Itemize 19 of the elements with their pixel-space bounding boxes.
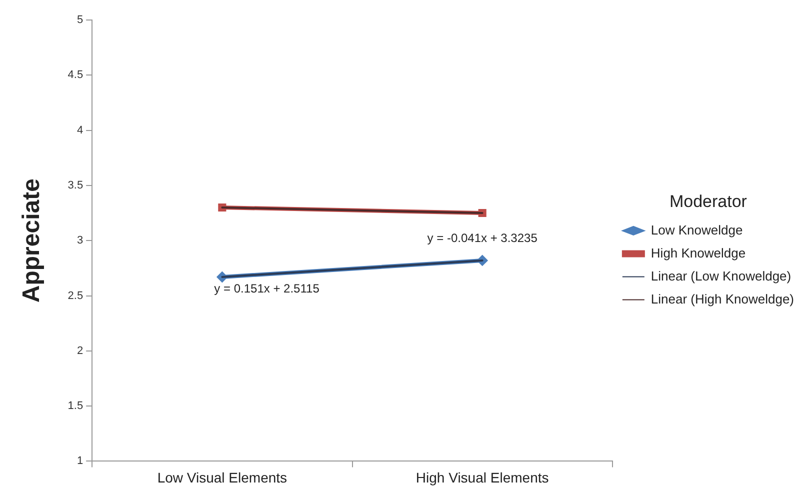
legend-label: Linear (High Knoweldge) xyxy=(650,291,794,306)
y-tick-label: 4 xyxy=(76,124,84,136)
legend-label: Low Knoweldge xyxy=(650,222,743,238)
x-tick-label: High Visual Elements xyxy=(416,469,549,486)
legend-label: Linear (Low Knoweldge) xyxy=(650,268,792,284)
y-tick-label: 2 xyxy=(76,344,84,357)
y-tick-label: 5 xyxy=(76,14,84,26)
y-tick-label: 1 xyxy=(76,455,84,468)
y-tick-label: 3.5 xyxy=(68,179,84,192)
annotation: y = 0.151x + 2.5115 xyxy=(214,281,320,296)
annotation: y = -0.041x + 3.3235 xyxy=(427,231,538,246)
legend-title: Moderator xyxy=(669,192,748,211)
y-tick-label: 1.5 xyxy=(68,400,84,412)
y-tick-label: 3 xyxy=(76,234,84,247)
legend-label: High Knoweldge xyxy=(650,245,746,260)
x-tick-label: Low Visual Elements xyxy=(157,469,288,486)
y-tick-label: 4.5 xyxy=(68,69,84,82)
y-axis-title: Appreciate xyxy=(18,178,46,303)
y-tick-label: 2.5 xyxy=(68,290,84,302)
